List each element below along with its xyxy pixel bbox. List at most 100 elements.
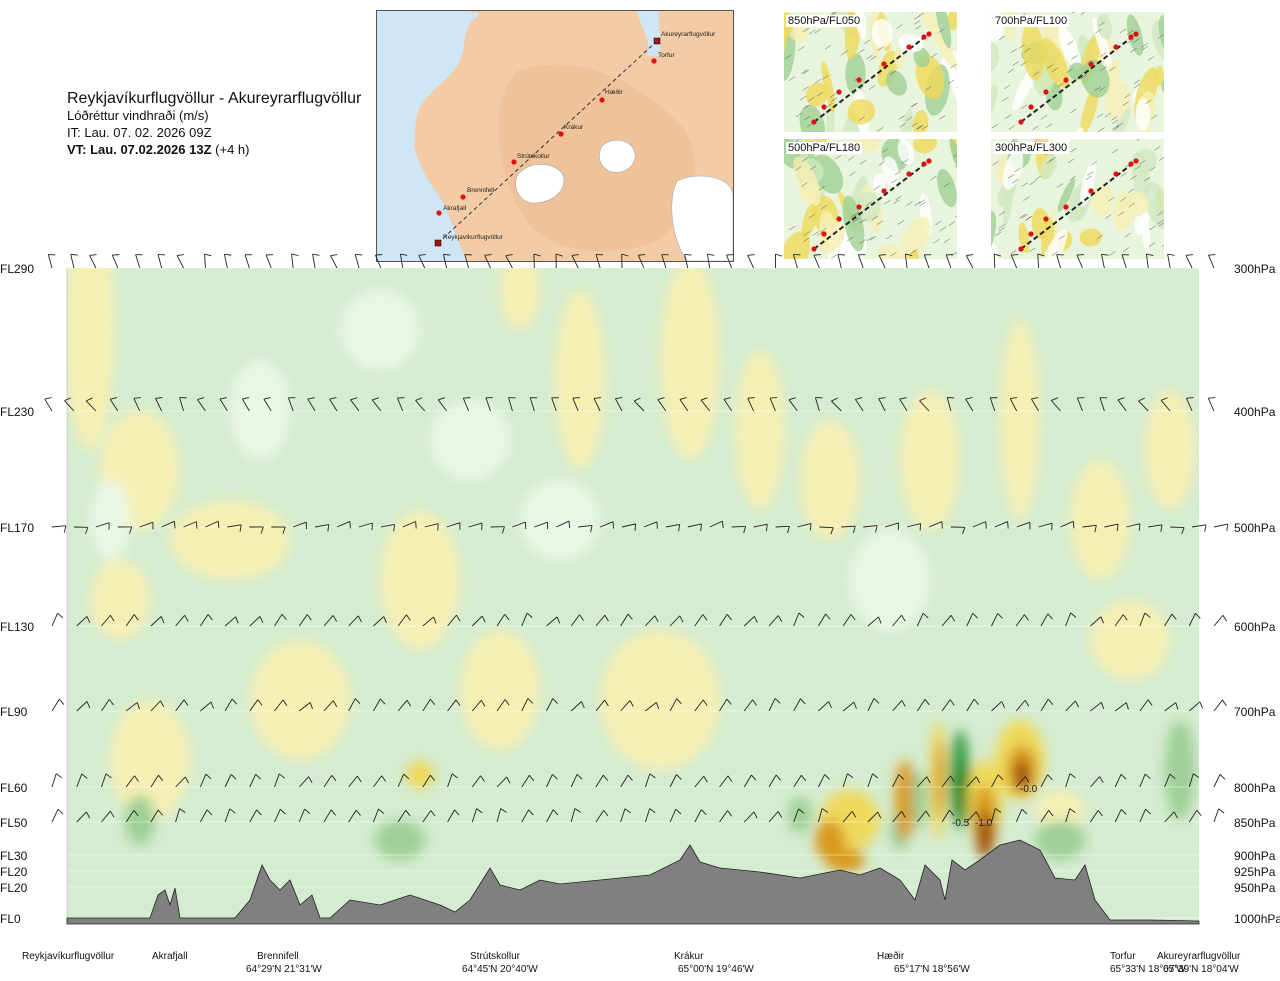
thumbnail-barb	[820, 227, 827, 233]
wind-barb	[51, 698, 65, 712]
wind-barb	[595, 614, 609, 627]
thumbnail-barb	[898, 115, 905, 120]
thumbnail-barb	[798, 46, 805, 51]
wind-barb	[1164, 773, 1176, 788]
wind-barb	[679, 397, 689, 412]
wind-barb	[669, 774, 682, 788]
thumbnail-barb	[1144, 176, 1151, 182]
thumbnail-barb	[853, 217, 860, 223]
field-contour-area	[800, 420, 860, 540]
thumbnail-barb	[1117, 211, 1125, 216]
wind-barb	[578, 525, 593, 533]
wind-barb	[161, 520, 176, 529]
wind-barb	[1104, 523, 1119, 532]
thumbnail-barb	[799, 96, 806, 101]
wind-barb	[109, 397, 119, 412]
wind-barb	[595, 810, 609, 823]
wind-barb	[928, 521, 943, 529]
wind-barb	[1090, 701, 1105, 712]
wind-barb	[687, 523, 702, 531]
thumbnail-waypoint	[921, 34, 927, 40]
field-contour-area	[340, 290, 420, 370]
pressure-level-label: 300hPa	[1234, 262, 1276, 276]
variable-label: Lóðréttur vindhraði (m/s)	[67, 108, 209, 123]
wind-barb	[1138, 397, 1149, 412]
thumbnail-field	[1021, 21, 1045, 81]
thumbnail-barb	[1003, 84, 1011, 90]
thumbnail-700hpa[interactable]: 700hPa/FL100	[991, 12, 1164, 132]
wind-barb	[462, 397, 471, 412]
wind-barb	[534, 521, 549, 530]
field-contour-area	[406, 761, 434, 789]
thumbnail-barb	[1157, 219, 1164, 225]
wind-barb	[793, 808, 805, 823]
wind-barb	[95, 522, 110, 530]
field-contour-area	[820, 790, 880, 850]
field-contour-area	[1035, 820, 1085, 860]
thumbnail-barb	[814, 78, 821, 84]
wind-barb	[371, 397, 382, 412]
thumbnail-barb	[1051, 251, 1059, 256]
wind-barb	[1213, 808, 1225, 823]
wind-barb	[1188, 701, 1203, 712]
field-contour-area	[90, 560, 150, 640]
wind-barb	[645, 615, 659, 627]
thumbnail-850hpa[interactable]: 850hPa/FL050	[784, 12, 957, 132]
thumbnail-waypoint	[1133, 31, 1139, 37]
thumbnail-barb	[826, 102, 833, 108]
thumbnail-waypoint	[881, 61, 887, 67]
wind-barb	[244, 254, 253, 269]
field-contour-area	[995, 720, 1045, 800]
thumbnail-barb	[803, 237, 810, 242]
field-contour-area	[815, 820, 845, 860]
wind-barb	[125, 810, 139, 823]
wind-barb	[645, 702, 660, 712]
thumbnail-field	[805, 82, 828, 107]
thumbnail-field	[1104, 80, 1131, 120]
thumbnail-barb	[832, 12, 837, 15]
wind-barb	[570, 808, 581, 823]
thumbnail-waypoint	[1133, 158, 1139, 164]
wind-barb	[644, 808, 656, 823]
wind-barb	[1164, 811, 1178, 823]
wind-barb	[941, 809, 955, 823]
wind-barb	[1139, 612, 1151, 627]
thumbnail-barb	[1161, 244, 1164, 247]
wind-barb	[743, 811, 758, 823]
thumbnail-barb	[1067, 158, 1075, 164]
map-glacier-hofsjokull	[599, 139, 636, 173]
thumbnail-field	[1135, 98, 1151, 131]
wind-barb	[205, 520, 220, 529]
wind-barb	[595, 774, 609, 788]
thumbnail-barb	[801, 157, 809, 162]
wind-barb	[415, 397, 426, 412]
wind-barb	[496, 808, 507, 823]
wind-barb	[719, 698, 732, 712]
field-contour-area	[956, 765, 968, 815]
thumbnail-500hpa[interactable]: 500hPa/FL180	[784, 139, 957, 259]
wind-barb	[380, 524, 396, 532]
thumbnail-barb	[1009, 250, 1017, 255]
thumbnail-barb	[808, 96, 815, 102]
waypoint-torfur	[651, 58, 657, 64]
waypoint-akrafjall	[436, 210, 442, 216]
wind-barb	[51, 809, 64, 823]
wind-barb	[1117, 397, 1127, 412]
thumbnail-barb	[925, 86, 932, 91]
wind-barb	[966, 698, 979, 712]
wind-barb	[135, 254, 143, 269]
wind-barb	[51, 612, 64, 627]
thumbnail-barb	[955, 215, 957, 218]
wind-barb	[1186, 397, 1194, 412]
thumbnail-field	[1018, 222, 1030, 254]
thumbnail-300hpa[interactable]: 300hPa/FL300	[991, 139, 1164, 259]
thumbnail-waypoint	[906, 171, 912, 177]
wind-barb	[854, 397, 864, 412]
thumbnail-barb	[849, 171, 856, 176]
thumbnail-barb	[895, 195, 902, 201]
wind-barb	[916, 699, 930, 712]
thumbnail-barb	[1023, 196, 1030, 201]
wind-barb	[965, 254, 974, 269]
wind-barb	[1031, 397, 1039, 412]
thumbnail-barb	[1136, 139, 1140, 141]
